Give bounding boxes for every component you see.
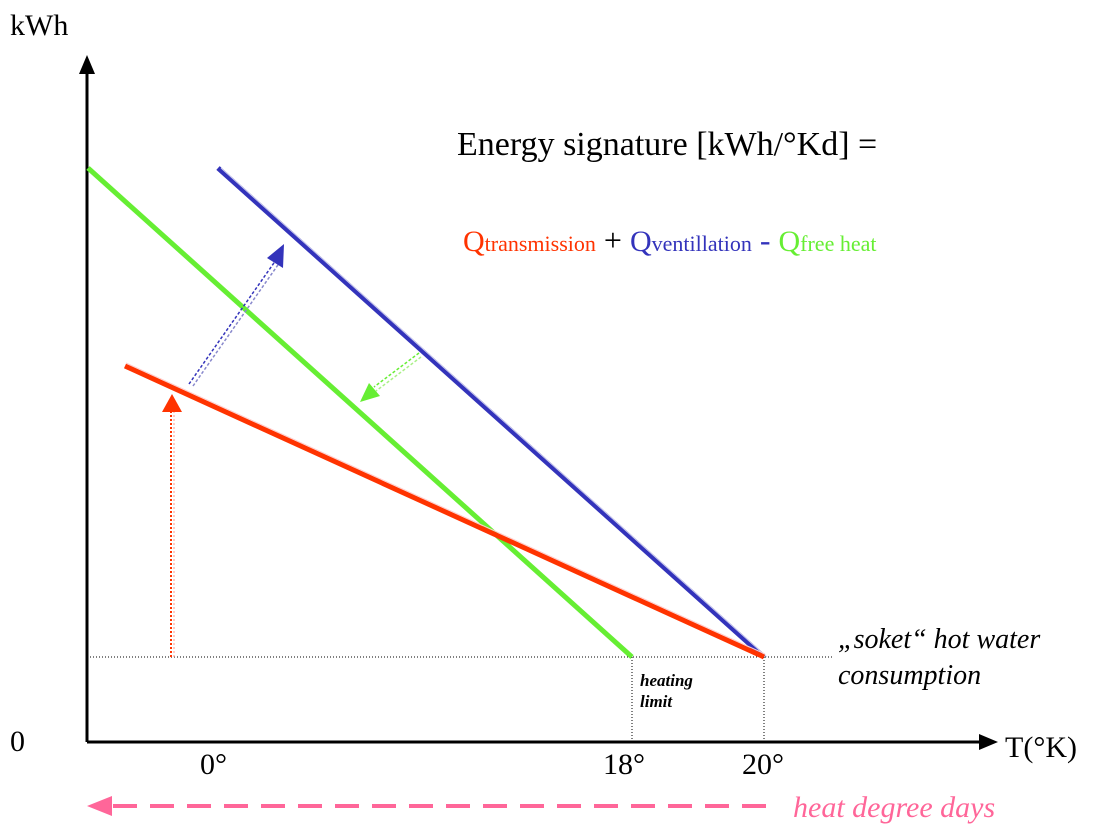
transmission-q: Q xyxy=(463,225,485,258)
heating-limit-line1: heating xyxy=(640,671,693,690)
ventillation-line xyxy=(216,166,766,659)
ventillation-line-highlight xyxy=(220,167,768,658)
free-heat-shift-arrow-shaft xyxy=(373,352,420,388)
free-heat-q: Q xyxy=(778,225,801,258)
free-heat-line xyxy=(86,166,634,659)
y-axis-arrowhead xyxy=(79,55,95,74)
y-axis-label: kWh xyxy=(10,9,69,42)
ventillation-sub: ventillation xyxy=(651,231,752,256)
origin-label: 0 xyxy=(10,725,25,758)
heating-limit-label: heating limit xyxy=(640,670,693,713)
soket-label-line2: consumption xyxy=(838,660,982,691)
x-axis-label: T(°K) xyxy=(1005,731,1077,764)
transmission-line-highlight xyxy=(125,362,766,655)
tick-label-18: 18° xyxy=(603,748,645,781)
ventillation-shift-arrowhead xyxy=(267,244,284,268)
free-heat-shift-arrow-shaft-2 xyxy=(375,356,422,392)
ventillation-shift-arrow-shaft-2 xyxy=(192,261,281,387)
formula: Qtransmission + Qventillation - Qfree he… xyxy=(463,222,876,259)
transmission-line xyxy=(123,363,766,660)
ventillation-q: Q xyxy=(629,225,652,258)
formula-title: Energy signature [kWh/°Kd] = xyxy=(457,126,878,163)
minus-operator: - xyxy=(759,222,771,258)
x-axis-arrowhead xyxy=(979,734,998,750)
heating-limit-line2: limit xyxy=(640,692,673,712)
transmission-sub: transmission xyxy=(484,231,596,256)
heat-degree-days-label: heat degree days xyxy=(793,791,996,824)
tick-label-0: 0° xyxy=(200,748,227,781)
transmission-shift-arrowhead xyxy=(162,394,182,412)
free-heat-sub: free heat xyxy=(800,231,877,256)
plus-operator: + xyxy=(603,222,622,258)
tick-label-20: 20° xyxy=(742,748,784,781)
soket-label-line1: „soket“ hot water xyxy=(838,624,1041,655)
free-heat-shift-arrowhead xyxy=(360,383,380,402)
ventillation-shift-arrow-shaft xyxy=(188,259,277,385)
heat-degree-days-arrowhead xyxy=(87,796,112,816)
